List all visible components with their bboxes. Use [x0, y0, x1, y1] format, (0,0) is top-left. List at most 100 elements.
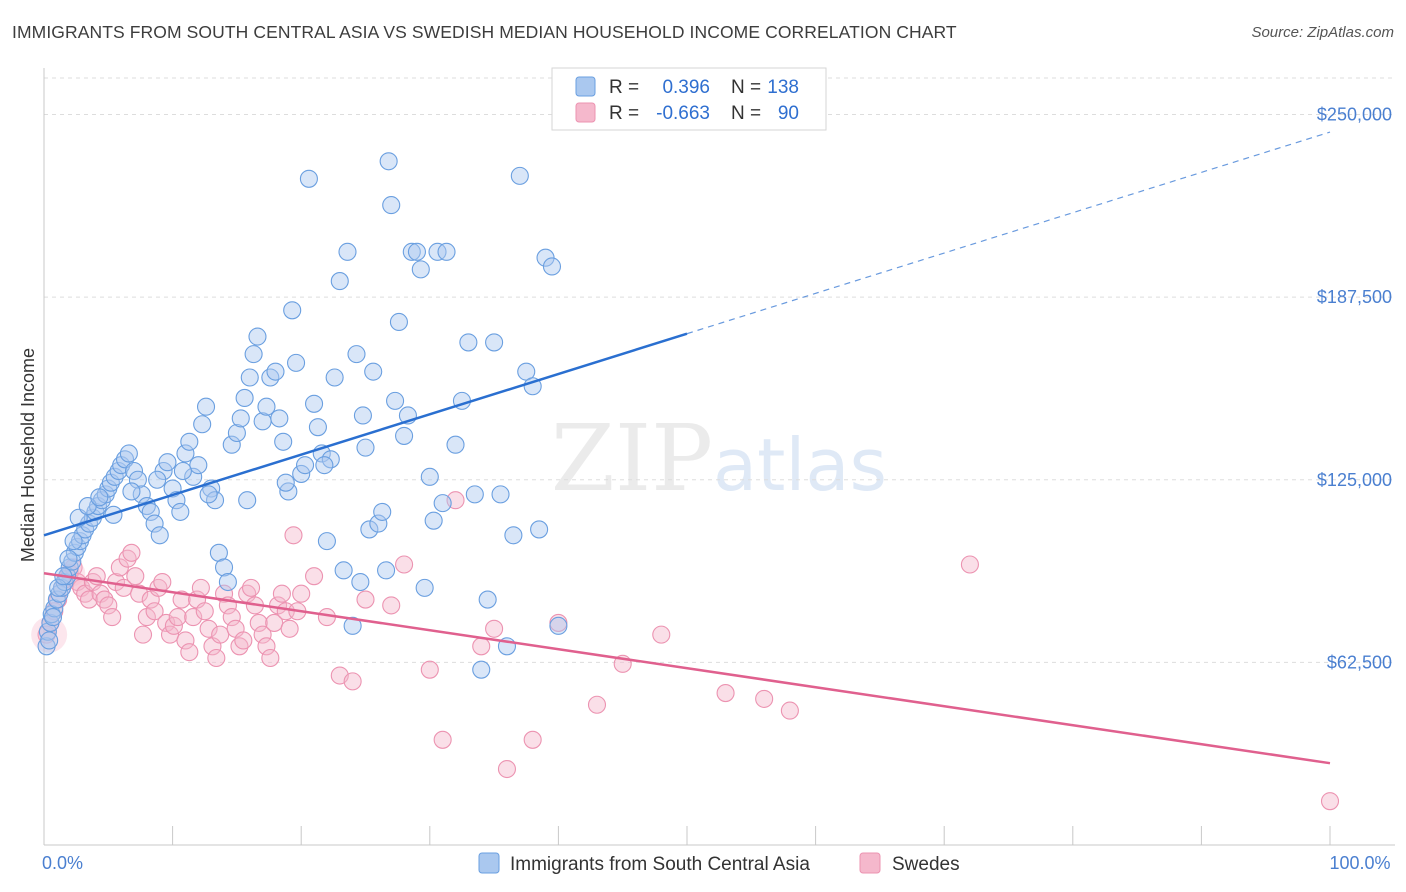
series-legend-label-blue: Immigrants from South Central Asia: [510, 854, 810, 875]
sca-point-45: [189, 456, 208, 475]
sca-point-79: [334, 561, 353, 580]
x-tick-label-0: 0.0%: [42, 853, 83, 873]
sca-point-125: [59, 549, 78, 568]
watermark: ZIP atlas: [551, 405, 887, 512]
sca-point-92: [389, 312, 408, 332]
sca-point-97: [411, 260, 430, 279]
swedes-point-44: [207, 648, 226, 668]
sca-point-133: [173, 461, 192, 481]
sca-point-96: [407, 242, 426, 261]
swedes-point-80: [523, 730, 542, 749]
swedes-point-77: [472, 637, 491, 656]
sca-point-104: [446, 435, 465, 454]
swedes-point-58: [261, 648, 280, 668]
sca-point-89: [377, 561, 396, 580]
legend-r-value-pink: -0.663: [656, 103, 710, 124]
sca-point-32: [132, 485, 151, 504]
swedes-point-78: [485, 619, 504, 638]
swedes-point-79: [497, 759, 517, 779]
sca-point-85: [360, 520, 379, 539]
sca-point-100: [424, 511, 443, 530]
swedes-point-34: [168, 608, 187, 627]
sca-point-109: [478, 590, 497, 609]
swedes-point-53: [241, 578, 261, 597]
sca-point-44: [184, 467, 203, 486]
sca-point-80: [338, 242, 357, 261]
sca-point-108: [472, 660, 491, 679]
swedes-point-51: [234, 631, 253, 650]
swedes-point-88: [960, 555, 979, 574]
legend-swatch-pink: [575, 102, 596, 123]
y-tick-label-3: $250,000: [1317, 105, 1392, 125]
sca-point-81: [343, 616, 362, 635]
swedes-point-66: [292, 584, 311, 603]
south-central-asia-points: [37, 152, 568, 679]
swedes-point-11: [79, 590, 99, 609]
sca-point-54: [227, 423, 246, 443]
sca-point-61: [257, 397, 276, 416]
swedes-point-23: [126, 567, 145, 586]
swedes-point-61: [272, 584, 291, 603]
sca-point-34: [141, 502, 160, 521]
swedes-point-48: [222, 608, 241, 627]
sca-point-134: [199, 485, 218, 504]
swedes-point-67: [305, 567, 324, 586]
sca-point-63: [266, 362, 285, 381]
swedes-points: [31, 491, 1340, 811]
swedes-point-82: [587, 695, 607, 714]
swedes-point-33: [164, 616, 183, 635]
y-axis-title: Median Household Income: [18, 348, 38, 562]
sca-point-93: [395, 426, 414, 445]
sca-point-69: [292, 464, 311, 483]
swedes-point-16: [99, 596, 118, 615]
sca-point-55: [231, 409, 250, 428]
swedes-point-32: [160, 625, 180, 644]
series-legend-swatch-blue: [478, 852, 500, 874]
sca-point-58: [244, 345, 263, 364]
sca-point-119: [542, 257, 562, 276]
swedes-point-40: [191, 578, 210, 597]
x-tick-labels: 0.0% 100.0%: [42, 853, 1391, 873]
sca-point-70: [296, 456, 315, 475]
swedes-point-86: [755, 689, 774, 708]
sca-point-87: [369, 514, 388, 533]
sca-point-73: [308, 418, 327, 437]
swedes-point-73: [395, 555, 414, 574]
trend-lines: [43, 131, 1331, 765]
sca-point-136: [276, 473, 295, 492]
sca-point-84: [356, 438, 375, 457]
sca-point-35: [145, 514, 164, 533]
sca-point-137: [315, 456, 334, 475]
sca-point-98: [415, 578, 434, 597]
sca-point-78: [330, 272, 349, 291]
swedes-point-75: [433, 730, 452, 749]
sca-point-139: [379, 152, 398, 171]
sca-point-46: [193, 415, 212, 434]
series-legend-label-pink: Swedes: [892, 854, 960, 875]
sca-point-42: [176, 444, 195, 463]
sca-point-68: [287, 353, 306, 372]
sca-point-138: [353, 406, 372, 425]
sca-point-107: [465, 485, 484, 504]
sca-point-53: [222, 435, 241, 454]
sca-point-86: [364, 362, 383, 381]
sca-point-30: [124, 461, 144, 481]
swedes-point-38: [184, 608, 203, 627]
sca-point-129: [90, 488, 109, 507]
legend-n-label-blue: N =: [731, 77, 761, 98]
sca-point-132: [148, 470, 167, 489]
legend-n-value-pink: 90: [778, 103, 799, 124]
sca-point-91: [386, 391, 405, 410]
swedes-point-22: [122, 543, 141, 562]
sca-point-117: [530, 520, 549, 539]
sca-point-77: [325, 368, 344, 387]
sca-point-88: [373, 502, 392, 521]
sca-point-113: [504, 526, 523, 545]
legend-swatch-blue: [575, 76, 596, 97]
sca-point-114: [510, 166, 529, 185]
legend-box: [551, 67, 827, 131]
sca-point-41: [171, 502, 190, 521]
y-tick-labels: $62,500 $125,000 $187,500 $250,000: [1317, 105, 1392, 673]
swedes-point-41: [195, 602, 214, 621]
swedes-point-71: [356, 590, 375, 609]
